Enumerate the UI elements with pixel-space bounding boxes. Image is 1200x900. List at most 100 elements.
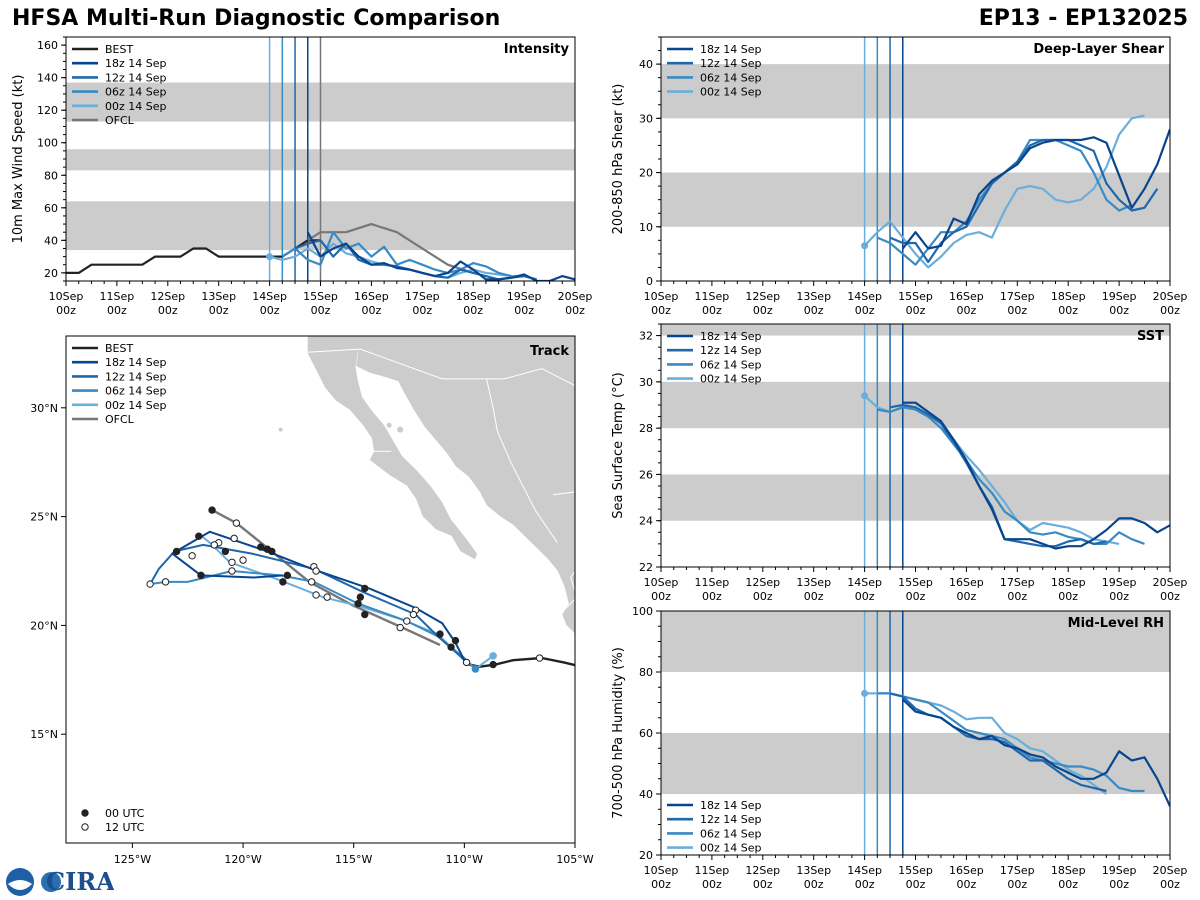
sst-legend-label: 12z 14 Sep [700, 344, 762, 357]
intensity-xtick-label: 00z [514, 304, 534, 317]
track-marker-00utc [279, 578, 287, 586]
shear-xtick-label: 00z [753, 304, 773, 317]
track-marker-12utc [307, 578, 316, 586]
shear-series-18z-14-sep [901, 128, 1170, 250]
rh-series-18z-14-sep [902, 698, 1170, 807]
intensity-xtick-label: 12Sep [150, 290, 185, 303]
state-border-2 [486, 378, 558, 543]
intensity-xtick-label: 15Sep [303, 290, 338, 303]
shear-title: Deep-Layer Shear [1033, 42, 1164, 57]
intensity-title: Intensity [504, 42, 570, 57]
track-marker-00utc [195, 532, 203, 540]
shear-start-point [861, 242, 869, 250]
rh-y-axis: 20 40 60 80 100 [632, 605, 661, 862]
rh-xtick-label: 00z [651, 878, 671, 891]
rh-xtick-label: 17Sep [1000, 864, 1035, 877]
intensity-xtick-label: 10Sep [49, 290, 84, 303]
track-marker-12utc [161, 578, 170, 586]
sst-xtick-label: 00z [1058, 590, 1078, 603]
state-border-3 [561, 570, 575, 613]
shear-ytick-label: 0 [646, 275, 653, 288]
shear-xtick-label: 00z [651, 304, 671, 317]
intensity-ytick-label: 80 [44, 169, 58, 182]
sst-xtick-label: 00z [906, 590, 926, 603]
sst-xtick-label: 00z [1160, 590, 1180, 603]
land-group [278, 336, 575, 635]
shear-legend-label: 18z 14 Sep [700, 43, 762, 56]
track-marker-12utc [312, 591, 320, 599]
sst-y-axis: 22 24 26 28 30 32 [639, 323, 661, 574]
rh-xtick-label: 16Sep [949, 864, 984, 877]
rh-xtick-label: 15Sep [898, 864, 933, 877]
sst-ytick-label: 28 [639, 422, 653, 435]
rh-xtick-label: 10Sep [644, 864, 679, 877]
intensity-legend-label: 12z 14 Sep [105, 71, 167, 84]
sst-xtick-label: 00z [804, 590, 824, 603]
track-marker-12utc [228, 567, 236, 575]
shear-legend-label: 06z 14 Sep [700, 71, 762, 84]
shear-xtick-label: 10Sep [644, 290, 679, 303]
track-frame [65, 335, 576, 844]
track-xtick-label: 120°W [224, 853, 261, 866]
track-marker-12utc [535, 654, 544, 662]
track-xtick-label: 125°W [114, 853, 151, 866]
track-marker-12utc [188, 552, 196, 560]
rh-ytick-label: 40 [639, 788, 653, 801]
sst-xtick-label: 00z [957, 590, 977, 603]
page-title: HFSA Multi-Run Diagnostic Comparison [12, 6, 501, 31]
shear-ylabel: 200-850 hPa Shear (kt) [611, 84, 626, 235]
shear-xtick-label: 00z [906, 304, 926, 317]
intensity-legend-label: BEST [105, 43, 133, 56]
track-legend-label: 00z 14 Sep [105, 399, 167, 412]
intensity-xtick-label: 18Sep [456, 290, 491, 303]
sst-series-06z-14-sep [877, 406, 1145, 546]
rh-xtick-label: 00z [753, 878, 773, 891]
shear-band-1 [661, 64, 1170, 119]
rh-ytick-label: 80 [639, 666, 653, 679]
sst-xtick-label: 20Sep [1153, 576, 1188, 589]
shear-xtick-label: 00z [1058, 304, 1078, 317]
noaa-wave-icon [8, 880, 32, 890]
state-border-0 [307, 348, 575, 387]
shear-legend-label: 00z 14 Sep [700, 86, 762, 99]
shear-xtick-label: 12Sep [745, 290, 780, 303]
cira-globe-icon [41, 872, 61, 892]
sst-xtick-label: 12Sep [745, 576, 780, 589]
intensity-series-ofcl [307, 223, 474, 274]
track-marker-00utc [361, 610, 369, 619]
intensity-chart: 2040608010012014016010Sep00z11Sep00z12Se… [11, 36, 592, 317]
track-marker-00utc [257, 543, 265, 551]
intensity-xtick-label: 00z [209, 304, 229, 317]
sst-xtick-label: 00z [753, 590, 773, 603]
intensity-xtick-label: 00z [463, 304, 483, 317]
rh-series-06z-14-sep [877, 692, 1145, 793]
sst-xtick-label: 13Sep [796, 576, 831, 589]
rh-xtick-label: 00z [1007, 878, 1027, 891]
track-marker-00utc [489, 660, 497, 669]
shear-series-group [861, 114, 1170, 269]
intensity-xtick-label: 14Sep [252, 290, 287, 303]
sst-title: SST [1137, 329, 1164, 344]
track-legend-label: OFCL [105, 413, 135, 426]
rh-xtick-label: 13Sep [796, 864, 831, 877]
sst-band-2 [661, 324, 1170, 336]
track-marker-00utc [263, 545, 272, 553]
sst-xtick-label: 00z [651, 590, 671, 603]
rh-x-axis: 10Sep00z11Sep00z12Sep00z13Sep00z14Sep00z… [644, 855, 1187, 891]
rh-ytick-label: 20 [639, 849, 653, 862]
track-marker-12utc [462, 658, 471, 667]
intensity-xtick-label: 00z [311, 304, 331, 317]
track-ytick-label: 15°N [30, 728, 58, 741]
track-marker-12utc [210, 541, 218, 549]
marker-legend-label: 12 UTC [105, 821, 145, 834]
intensity-legend-label: OFCL [105, 114, 135, 127]
sst-xtick-label: 00z [1007, 590, 1027, 603]
track-start-marker [489, 652, 497, 660]
intensity-ylabel: 10m Max Wind Speed (kt) [11, 75, 26, 244]
intensity-ytick-label: 40 [44, 234, 58, 247]
rh-legend-label: 18z 14 Sep [700, 799, 762, 812]
rh-xtick-label: 19Sep [1102, 864, 1137, 877]
rh-start-point [861, 689, 869, 697]
track-marker-12utc [323, 593, 331, 601]
